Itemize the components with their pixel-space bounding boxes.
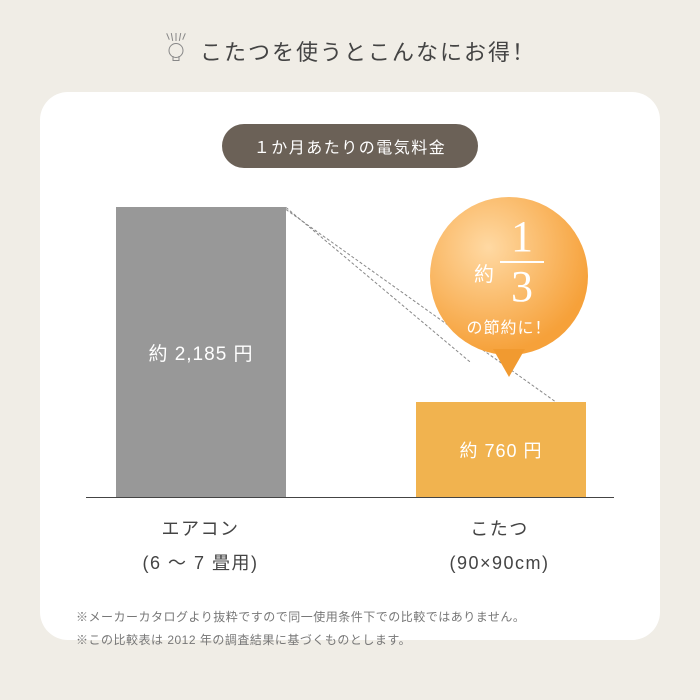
label-aircon: エアコン (6 ～ 7 畳用) [86, 512, 315, 580]
sub-header-badge: １か月あたりの電気料金 [222, 124, 479, 168]
label-aircon-title: エアコン [86, 512, 315, 546]
bar-chart: 約 2,185 円 約 760 円 約 1 3 の節約に！ [86, 188, 614, 498]
callout-prefix: 約 [474, 258, 494, 287]
label-aircon-sub: (6 ～ 7 畳用) [86, 546, 315, 580]
bar-aircon: 約 2,185 円 [116, 207, 286, 497]
category-labels: エアコン (6 ～ 7 畳用) こたつ (90×90cm) [86, 512, 614, 580]
label-kotatsu: こたつ (90×90cm) [385, 512, 614, 580]
bar-kotatsu: 約 760 円 [416, 402, 586, 497]
lightbulb-icon [164, 36, 188, 66]
page-header: こたつを使うとこんなにお得！ [0, 0, 700, 92]
bar-kotatsu-value: 約 760 円 [459, 437, 542, 463]
label-kotatsu-title: こたつ [385, 512, 614, 546]
callout-fraction: 1 3 [500, 214, 544, 310]
comparison-card: １か月あたりの電気料金 約 2,185 円 約 760 円 約 1 3 [40, 92, 660, 640]
fraction-denominator: 3 [511, 264, 533, 310]
sub-header: １か月あたりの電気料金 [76, 124, 624, 168]
footnotes: ※メーカーカタログより抜粋ですので同一使用条件下での比較ではありません。 ※この… [76, 606, 624, 652]
bar-aircon-value: 約 2,185 円 [148, 339, 253, 366]
callout-subtext: の節約に！ [466, 314, 551, 338]
callout-tail-icon [493, 349, 525, 377]
footnote-line: ※この比較表は 2012 年の調査結果に基づくものとします。 [76, 629, 624, 652]
fraction-numerator: 1 [511, 214, 533, 260]
label-kotatsu-sub: (90×90cm) [385, 546, 614, 580]
header-title: こたつを使うとこんなにお得！ [200, 35, 536, 67]
footnote-line: ※メーカーカタログより抜粋ですので同一使用条件下での比較ではありません。 [76, 606, 624, 629]
savings-callout: 約 1 3 の節約に！ [430, 197, 588, 355]
